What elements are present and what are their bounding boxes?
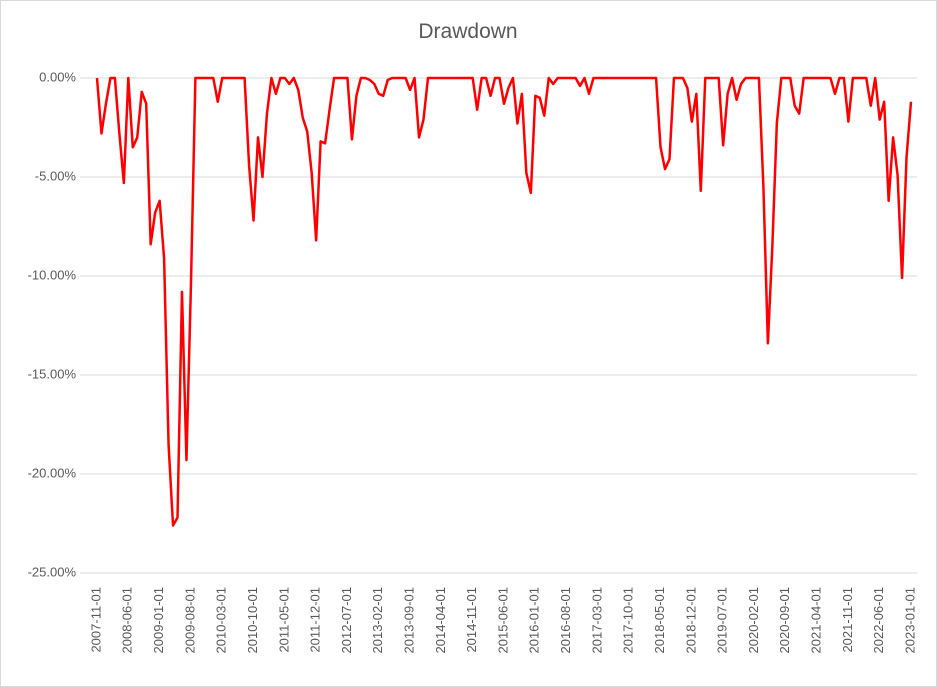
x-tick-label: 2017-10-01	[621, 587, 636, 654]
x-tick-label: 2013-02-01	[370, 587, 385, 654]
x-tick-label: 2017-03-01	[589, 587, 604, 654]
x-tick-label: 2008-06-01	[120, 587, 135, 654]
x-tick-label: 2016-01-01	[527, 587, 542, 654]
y-tick-label: 0.00%	[39, 69, 76, 84]
x-tick-label: 2012-07-01	[339, 587, 354, 654]
x-tick-label: 2009-08-01	[182, 587, 197, 654]
y-tick-label: -10.00%	[28, 267, 77, 282]
x-tick-label: 2011-05-01	[276, 587, 291, 653]
y-tick-label: -5.00%	[35, 168, 77, 183]
x-tick-label: 2013-09-01	[402, 587, 417, 654]
x-tick-label: 2018-05-01	[652, 587, 667, 654]
x-tick-label: 2009-01-01	[151, 587, 166, 654]
x-tick-label: 2020-02-01	[746, 587, 761, 654]
x-tick-label: 2010-10-01	[245, 587, 260, 654]
x-tick-label: 2021-04-01	[809, 587, 824, 654]
x-tick-label: 2014-04-01	[433, 587, 448, 654]
x-tick-label: 2023-01-01	[902, 587, 917, 654]
x-tick-label: 2015-06-01	[495, 587, 510, 654]
x-tick-label: 2021-11-01	[840, 587, 855, 653]
x-tick-label: 2016-08-01	[558, 587, 573, 654]
chart-title: Drawdown	[418, 20, 517, 43]
x-tick-label: 2007-11-01	[88, 587, 103, 653]
x-tick-label: 2020-09-01	[777, 587, 792, 654]
y-tick-label: -25.00%	[28, 564, 77, 579]
y-tick-label: -15.00%	[28, 366, 77, 381]
data-line	[95, 76, 913, 527]
x-tick-label: 2010-03-01	[214, 587, 229, 654]
y-tick-label: -20.00%	[28, 465, 77, 480]
x-tick-label: 2011-12-01	[308, 587, 323, 653]
x-tick-label: 2014-11-01	[464, 587, 479, 653]
x-tick-label: 2019-07-01	[715, 587, 730, 654]
x-tick-label: 2018-12-01	[683, 587, 698, 654]
x-tick-label: 2022-06-01	[871, 587, 886, 654]
